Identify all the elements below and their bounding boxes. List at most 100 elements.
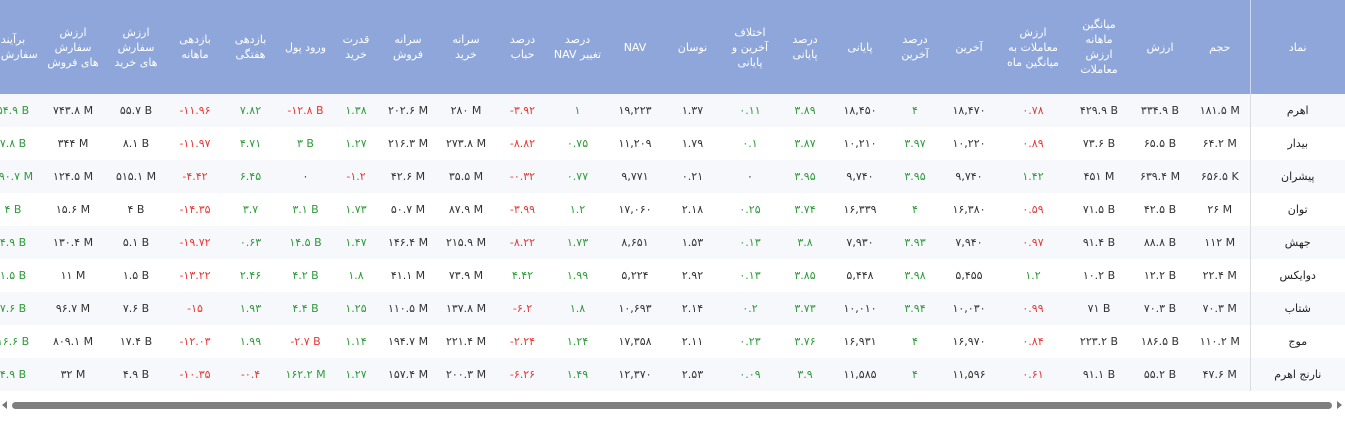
value-cell: ۲۰۲.۶ M [379, 94, 437, 127]
value-cell: ۱.۴۹ [550, 358, 605, 391]
table-row: اهرم ۱۸۱.۵ M ۳۳۴.۹ B ۴۲۹.۹ B ۰.۷۸ ۱۸,۴۷۰ ۴ ۱۸,۴… [0, 94, 1345, 127]
column-header: قدرت خرید [333, 0, 379, 94]
value-cell: ۱۰,۲۱۰ [843, 137, 877, 150]
header-row: نماد حجم ارزش میانگین ماهانه ارزش معاملات ار… [0, 0, 1345, 94]
scroll-right-arrow[interactable] [1337, 401, 1342, 409]
value-cell: -۱۱.۹۶ [167, 94, 223, 127]
value-cell: ۱۱,۲۰۹ [618, 137, 652, 150]
value-cell: ۲۷۳.۸ M [445, 137, 487, 150]
value-cell: ۲.۱۴ [665, 292, 720, 325]
value-cell: ۱۸۶.۵ B [1140, 335, 1180, 348]
value-cell: ۴ [890, 94, 940, 127]
column-header: درصد تغییر NAV [550, 0, 605, 94]
value-cell: -۱.۲ [333, 160, 379, 193]
column-header: برآیند سفارش ها [0, 0, 41, 94]
value-cell: ۵.۱ B [105, 226, 167, 259]
value-cell: ۲۲۳.۲ B [1079, 335, 1119, 348]
value-cell: ۴۲.۶ M [379, 160, 437, 193]
horizontal-scrollbar[interactable] [2, 399, 1342, 411]
column-header: نوسان [665, 0, 720, 94]
scroll-thumb[interactable] [12, 402, 1332, 409]
value-cell: -۶.۲۶ [495, 358, 550, 391]
column-header: ارزش سفارش های فروش [41, 0, 105, 94]
value-cell: -۲.۲۴ [509, 335, 536, 348]
column-header: پایانی [830, 0, 890, 94]
table-row: دوایکس ۲۲.۴ M ۱۲.۲ B ۱۰.۲ B ۱.۲ ۵,۴۵۵ ۳.۹۸ ۵,۴۴… [0, 259, 1345, 292]
value-cell: ۶۵.۵ B [1143, 137, 1177, 150]
scroll-left-arrow[interactable] [2, 401, 7, 409]
value-cell: ۱۹۴.۷ M [387, 335, 429, 348]
value-cell: -۱۳.۲۲ [179, 269, 211, 282]
table-row: بیدار ۶۴.۲ M ۶۵.۵ B ۷۳.۶ B ۰.۸۹ ۱۰,۲۲۰ ۳.۹۷ ۱۰,… [0, 127, 1345, 160]
value-cell: -۰.۳۲ [495, 160, 550, 193]
value-cell: ۷.۸ B [0, 137, 27, 150]
value-cell: ۱۶,۳۳۹ [843, 203, 877, 216]
value-cell: ۳.۹۸ [904, 269, 926, 282]
value-cell: ۴ [912, 203, 918, 216]
value-cell: ۱۶.۶ B [0, 335, 30, 348]
table-row: شتاب ۷۰.۳ M ۷۰.۳ B ۷۱ B ۰.۹۹ ۱۰,۰۳۰ ۳.۹۴ ۱۰,۰۱۰… [0, 292, 1345, 325]
value-cell: ۴.۹ B [105, 358, 167, 391]
value-cell: ۱۱۰.۵ M [379, 292, 437, 325]
value-cell: ۸۸.۸ B [1130, 226, 1190, 259]
value-cell: ۶۳۹.۴ M [1130, 160, 1190, 193]
value-cell: ۱.۹۹ [239, 335, 262, 348]
value-cell: ۱.۸ [348, 269, 364, 282]
value-cell: ۴ B [127, 203, 145, 216]
value-cell: ۱.۴۷ [333, 226, 379, 259]
column-header: ارزش [1130, 0, 1190, 94]
value-cell: ۳.۸۷ [794, 137, 816, 150]
value-cell: ۲.۵۳ [665, 358, 720, 391]
value-cell: ۳.۷۶ [794, 335, 816, 348]
value-cell: ۳.۷۳ [780, 292, 830, 325]
column-header: آخرین [940, 0, 998, 94]
value-cell: ۹,۷۴۰ [830, 160, 890, 193]
value-cell: ۰.۰۹ [720, 358, 780, 391]
value-cell: -۰.۴ [223, 358, 278, 391]
value-cell: ۰.۲۵ [739, 203, 761, 216]
value-cell: ۳.۹۵ [890, 160, 940, 193]
value-cell: ۳.۸ [780, 226, 830, 259]
value-cell: ۲.۱۱ [681, 335, 704, 348]
value-cell: ۱۵.۶ M [55, 203, 91, 216]
value-cell: ۱۶,۹۳۱ [843, 335, 877, 348]
value-cell: ۶۵۶.۵ K [1190, 160, 1250, 193]
table-row: پیشران ۶۵۶.۵ K ۶۳۹.۴ M ۴۵۱ M ۱.۴۲ ۹,۷۴۰ ۳.۹۵ ۹,… [0, 160, 1345, 193]
value-cell: ۴۱.۱ M [390, 269, 426, 282]
value-cell: ۰.۱۳ [739, 269, 761, 282]
column-header: اختلاف آخرین و پایانی [720, 0, 780, 94]
value-cell: ۷.۶ B [0, 292, 41, 325]
value-cell: ۵۰.۷ M [390, 203, 426, 216]
value-cell: ۱۱ M [60, 269, 86, 282]
value-cell: ۰.۷۷ [550, 160, 605, 193]
column-header: ارزش معاملات به میانگین ماه [998, 0, 1068, 94]
value-cell: -۶.۲ [495, 292, 550, 325]
value-cell: ۳.۹۷ [904, 137, 926, 150]
table-row: جهش ۱۱۲ M ۸۸.۸ B ۹۱.۴ B ۰.۹۷ ۷,۹۴۰ ۳.۹۳ ۷,۹۳۰ ۳.… [0, 226, 1345, 259]
column-header: درصد پایانی [780, 0, 830, 94]
value-cell: ۷۱.۵ B [1082, 203, 1116, 216]
value-cell: ۷۰.۳ M [1190, 292, 1250, 325]
column-header: حجم [1190, 0, 1250, 94]
value-cell: -۱۱.۹۷ [179, 137, 211, 150]
value-cell: ۶.۴۵ [223, 160, 278, 193]
value-cell: ۵۵.۷ B [105, 94, 167, 127]
column-header: نماد [1249, 0, 1345, 94]
value-cell: ۹,۷۷۱ [605, 160, 665, 193]
value-cell: ۰.۲۱ [665, 160, 720, 193]
value-cell: ۱۸,۴۵۰ [830, 94, 890, 127]
value-cell: ۱۱۰.۲ M [1199, 335, 1240, 348]
value-cell: ۱۱۲ M [1190, 226, 1250, 259]
column-header: سرانه فروش [379, 0, 437, 94]
symbol-cell: موج [1249, 325, 1345, 358]
symbol-cell: بیدار [1249, 127, 1345, 160]
value-cell: ۱۰,۰۳۰ [940, 292, 998, 325]
column-header: بازدهی ماهانه [167, 0, 223, 94]
value-cell: ۴.۴۲ [511, 269, 534, 282]
symbol-cell: نارنج اهرم [1249, 358, 1345, 391]
value-cell: -۱۲.۸ B [278, 94, 333, 127]
value-cell: ۰.۹۹ [998, 292, 1068, 325]
symbol-cell: دوایکس [1249, 259, 1345, 292]
value-cell: ۴.۴ B [278, 292, 333, 325]
value-cell: -۸.۲۲ [495, 226, 550, 259]
